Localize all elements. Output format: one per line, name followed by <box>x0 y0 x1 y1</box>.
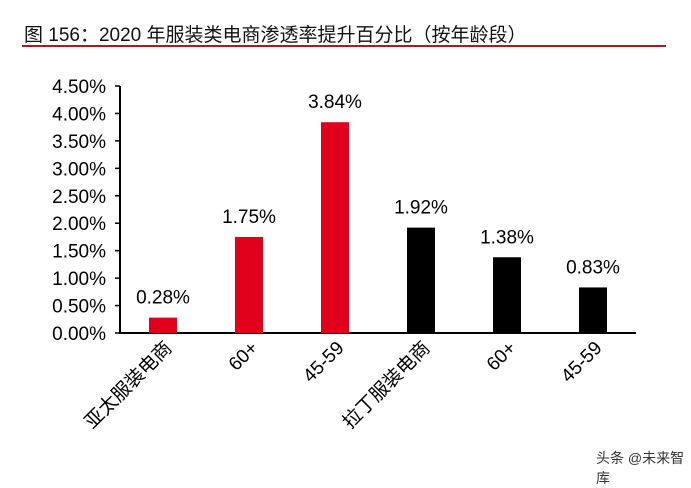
data-label: 0.28% <box>136 288 190 309</box>
bar <box>321 122 349 333</box>
data-label: 0.83% <box>566 257 620 278</box>
y-tick-label: 4.50% <box>52 77 106 98</box>
bar <box>407 227 435 333</box>
y-tick-label: 0.00% <box>52 324 106 345</box>
y-tick-label: 3.00% <box>52 159 106 180</box>
y-tick-label: 1.50% <box>52 242 106 263</box>
figure-title: 图 156：2020 年服装类电商渗透率提升百分比（按年龄段） <box>24 25 527 46</box>
y-tick-label: 2.00% <box>52 214 106 235</box>
watermark: 头条 @未来智库 <box>596 450 685 486</box>
x-tick-label: 60+ <box>483 338 521 376</box>
x-tick-label: 60+ <box>225 338 263 376</box>
y-tick-label: 0.50% <box>52 297 106 318</box>
x-tick-label: 45-59 <box>299 338 348 387</box>
x-tick-label: 45-59 <box>557 338 606 387</box>
bar <box>493 257 521 333</box>
bar <box>579 287 607 333</box>
y-tick-label: 3.50% <box>52 132 106 153</box>
title-divider <box>22 45 666 47</box>
data-label: 1.75% <box>222 207 276 228</box>
data-label: 1.92% <box>394 198 448 219</box>
data-label: 1.38% <box>480 227 534 248</box>
y-tick-label: 4.00% <box>52 104 106 125</box>
bar <box>235 236 263 333</box>
y-tick-label: 1.00% <box>52 269 106 290</box>
y-tick-label: 2.50% <box>52 187 106 208</box>
x-tick-label: 亚太服装电商 <box>80 337 176 433</box>
data-label: 3.84% <box>308 92 362 113</box>
bar <box>149 317 177 333</box>
x-tick-label: 拉丁服装电商 <box>338 337 434 433</box>
